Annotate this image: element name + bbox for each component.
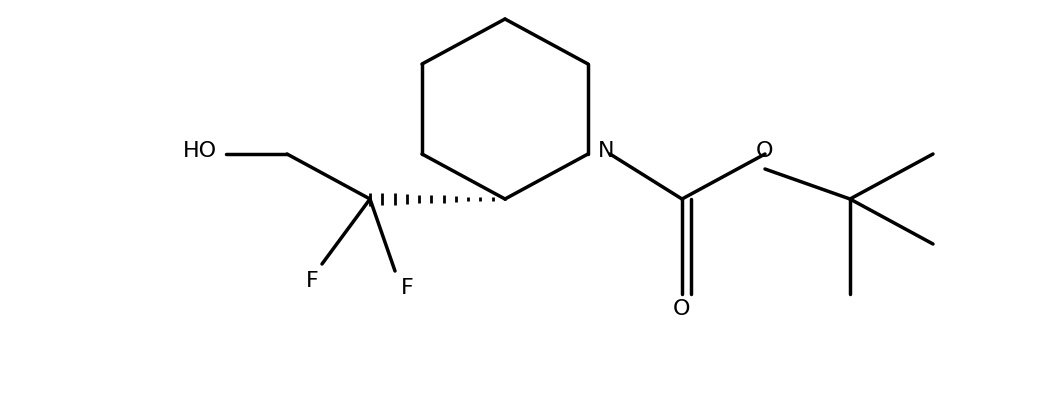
Text: O: O: [674, 298, 690, 318]
Text: F: F: [305, 270, 319, 290]
Text: F: F: [401, 277, 413, 297]
Text: O: O: [757, 141, 773, 161]
Text: HO: HO: [183, 141, 217, 161]
Text: N: N: [598, 141, 614, 161]
